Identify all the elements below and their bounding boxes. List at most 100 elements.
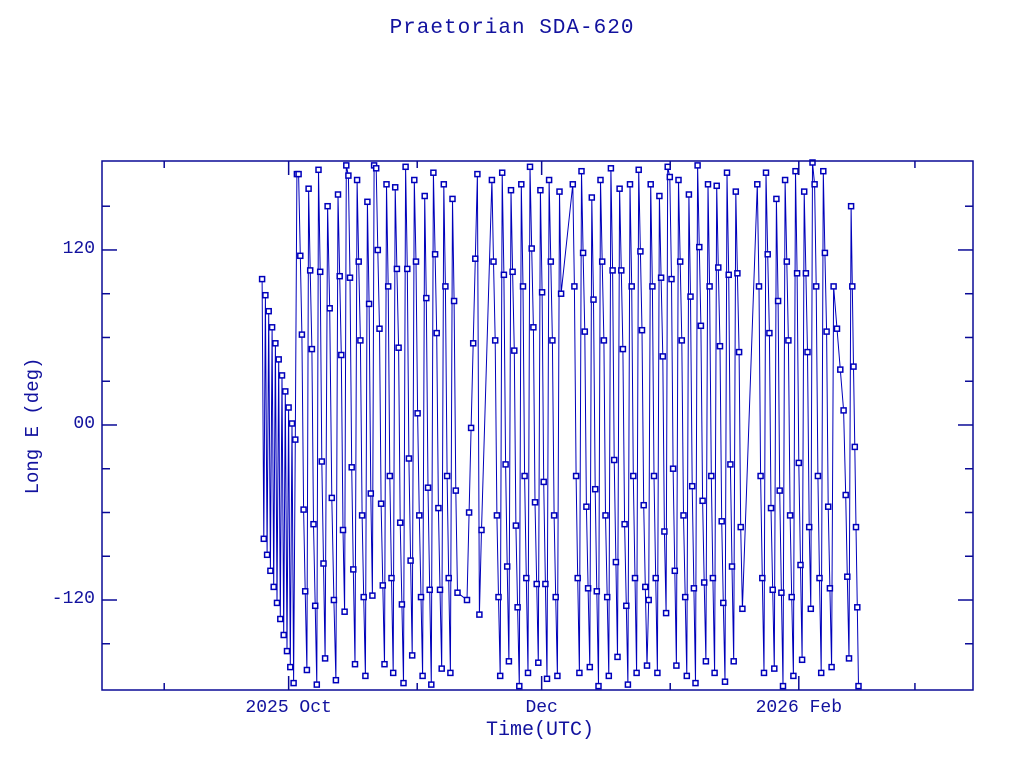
data-point-marker bbox=[816, 574, 823, 582]
data-point-marker bbox=[650, 472, 658, 480]
data-point-marker bbox=[804, 348, 811, 356]
data-point-marker bbox=[635, 166, 642, 174]
data-point-marker bbox=[526, 163, 534, 171]
data-point-marker bbox=[574, 574, 581, 582]
data-point-marker bbox=[715, 264, 722, 271]
data-point-marker bbox=[287, 663, 294, 671]
data-point-marker bbox=[795, 459, 803, 467]
data-point-marker bbox=[688, 482, 696, 490]
data-point-marker bbox=[830, 283, 837, 290]
data-point-marker bbox=[852, 523, 860, 531]
data-point-marker bbox=[463, 596, 471, 604]
data-point-marker bbox=[711, 669, 718, 677]
data-point-marker bbox=[591, 485, 599, 493]
data-point-marker bbox=[668, 275, 675, 283]
data-point-marker bbox=[467, 424, 475, 432]
data-point-marker bbox=[702, 658, 710, 665]
data-point-marker bbox=[400, 679, 407, 687]
data-point-marker bbox=[600, 337, 608, 344]
data-point-marker bbox=[700, 579, 708, 586]
data-point-marker bbox=[854, 604, 861, 611]
data-point-marker bbox=[769, 586, 776, 594]
data-point-marker bbox=[500, 271, 508, 279]
data-point-marker bbox=[262, 291, 269, 299]
data-point-marker bbox=[365, 300, 373, 308]
data-point-marker bbox=[783, 258, 791, 265]
data-point-marker bbox=[662, 609, 670, 617]
data-point-marker bbox=[398, 601, 406, 608]
data-point-marker bbox=[277, 615, 284, 623]
data-point-marker bbox=[847, 202, 855, 210]
data-point-marker bbox=[416, 512, 423, 519]
data-point-marker bbox=[321, 655, 329, 662]
data-point-marker bbox=[374, 246, 382, 254]
data-point-marker bbox=[270, 583, 277, 591]
y-axis-title: Long E (deg) bbox=[22, 357, 44, 495]
data-point-marker bbox=[554, 672, 561, 680]
data-point-marker bbox=[355, 258, 362, 265]
data-point-marker bbox=[590, 296, 597, 303]
data-point-marker bbox=[631, 574, 639, 582]
data-point-marker bbox=[509, 268, 516, 276]
data-point-marker bbox=[569, 181, 577, 188]
data-point-marker bbox=[490, 258, 497, 265]
data-point-marker bbox=[440, 181, 448, 188]
data-point-marker bbox=[610, 456, 618, 464]
data-point-marker bbox=[785, 337, 792, 344]
data-point-marker bbox=[316, 268, 324, 276]
data-point-marker bbox=[728, 563, 736, 570]
data-point-marker bbox=[267, 567, 274, 575]
data-point-marker bbox=[540, 478, 547, 486]
data-point-marker bbox=[408, 652, 416, 659]
data-point-marker bbox=[472, 255, 479, 262]
data-point-marker bbox=[849, 283, 856, 290]
data-point-marker bbox=[348, 464, 355, 471]
data-point-marker bbox=[433, 329, 440, 337]
data-point-marker bbox=[391, 184, 399, 191]
data-point-marker bbox=[814, 472, 822, 480]
data-point-marker bbox=[696, 243, 703, 251]
data-point-marker bbox=[680, 512, 687, 519]
data-point-marker bbox=[762, 169, 770, 176]
data-point-marker bbox=[542, 580, 549, 588]
data-point-marker bbox=[263, 551, 271, 559]
data-point-marker bbox=[647, 181, 654, 188]
y-tick-label: 120 bbox=[62, 238, 95, 259]
data-point-marker bbox=[303, 666, 311, 674]
data-point-marker bbox=[851, 443, 859, 451]
data-point-marker bbox=[578, 167, 585, 175]
data-point-marker bbox=[734, 270, 741, 277]
data-point-marker bbox=[417, 593, 425, 601]
data-point-marker bbox=[353, 176, 361, 184]
data-point-marker bbox=[332, 676, 340, 684]
data-point-marker bbox=[800, 188, 808, 195]
data-point-marker bbox=[537, 186, 544, 194]
data-point-marker bbox=[657, 274, 665, 281]
data-point-marker bbox=[671, 567, 679, 575]
data-point-marker bbox=[535, 659, 542, 666]
data-point-marker bbox=[310, 520, 317, 528]
data-point-marker bbox=[725, 271, 732, 279]
data-point-marker bbox=[675, 176, 682, 184]
data-point-marker bbox=[443, 472, 451, 480]
data-point-marker bbox=[792, 167, 799, 175]
data-point-marker bbox=[628, 283, 635, 290]
data-point-marker bbox=[656, 192, 663, 200]
data-point-marker bbox=[285, 404, 292, 411]
data-point-marker bbox=[538, 289, 546, 296]
data-point-marker bbox=[624, 681, 632, 688]
data-point-marker bbox=[491, 337, 499, 344]
data-point-marker bbox=[545, 176, 553, 184]
data-point-marker bbox=[706, 283, 713, 290]
data-point-marker bbox=[407, 557, 414, 564]
data-point-marker bbox=[638, 326, 646, 334]
data-point-marker bbox=[298, 331, 306, 338]
data-point-marker bbox=[357, 337, 364, 344]
data-point-marker bbox=[436, 586, 444, 594]
data-point-marker bbox=[283, 647, 291, 655]
data-point-marker bbox=[502, 461, 509, 468]
data-point-marker bbox=[308, 345, 316, 353]
data-point-marker bbox=[757, 472, 764, 480]
data-point-marker bbox=[336, 272, 343, 280]
data-point-marker bbox=[341, 608, 348, 615]
